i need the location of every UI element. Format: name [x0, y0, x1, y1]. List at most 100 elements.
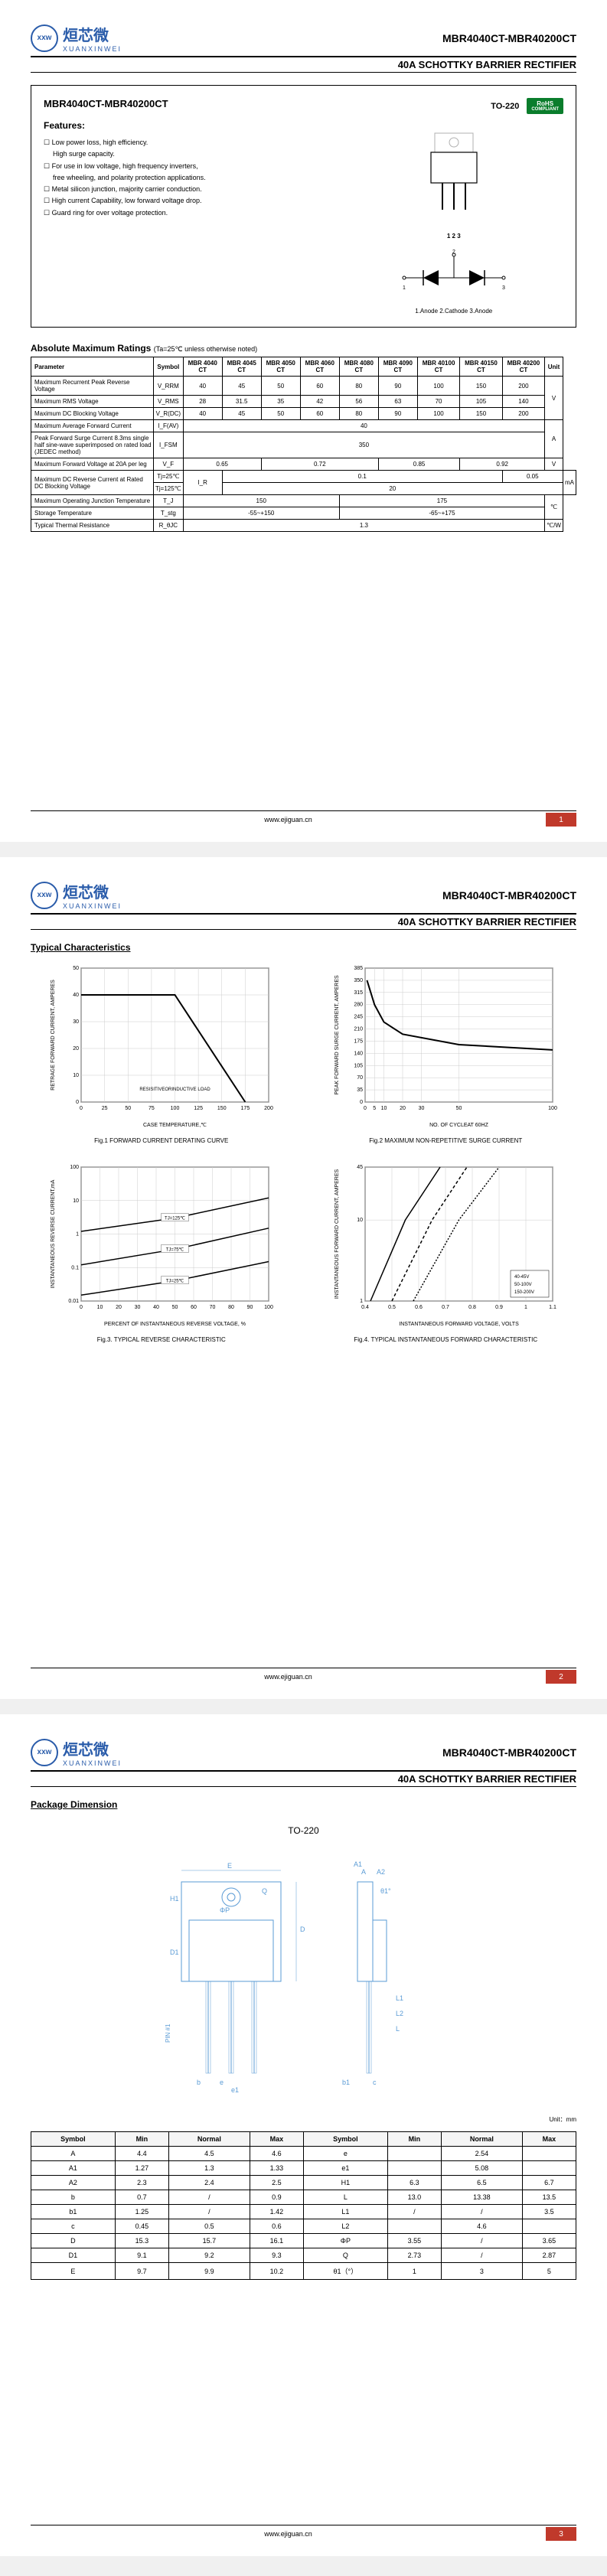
- svg-text:175: 175: [354, 1039, 364, 1044]
- chart-caption: Fig.2 MAXIMUM NON-REPETITIVE SURGE CURRE…: [315, 1137, 577, 1144]
- svg-text:20: 20: [400, 1106, 406, 1111]
- svg-text:70: 70: [209, 1305, 215, 1310]
- svg-text:75: 75: [148, 1106, 155, 1111]
- svg-text:0.8: 0.8: [468, 1305, 476, 1310]
- svg-text:0.4: 0.4: [361, 1305, 369, 1310]
- svg-text:H1: H1: [170, 1895, 179, 1903]
- svg-text:175: 175: [240, 1106, 250, 1111]
- svg-text:40-45V: 40-45V: [514, 1275, 529, 1280]
- svg-text:150-200V: 150-200V: [514, 1290, 534, 1295]
- info-box: MBR4040CT-MBR40200CT Features: Low power…: [31, 85, 576, 328]
- svg-text:b1: b1: [342, 2079, 350, 2086]
- svg-text:L1: L1: [396, 1994, 403, 2002]
- svg-text:b: b: [197, 2079, 201, 2086]
- svg-text:D: D: [300, 1925, 305, 1933]
- svg-text:L2: L2: [396, 2010, 403, 2017]
- doc-title: MBR4040CT-MBR40200CT: [442, 32, 576, 44]
- svg-text:70: 70: [357, 1075, 363, 1081]
- svg-text:PERCENT OF INSTANTANEOUS REVER: PERCENT OF INSTANTANEOUS REVERSE VOLTAGE…: [104, 1322, 246, 1327]
- svg-text:100: 100: [170, 1106, 179, 1111]
- svg-text:315: 315: [354, 990, 364, 996]
- dimensions-table: SymbolMinNormalMaxSymbolMinNormalMaxA4.4…: [31, 2131, 576, 2280]
- svg-text:D1: D1: [170, 1948, 179, 1956]
- svg-text:60: 60: [191, 1305, 197, 1310]
- svg-text:e: e: [220, 2079, 224, 2086]
- svg-text:INSTANTANEOUS FORWARD CURRENT,: INSTANTANEOUS FORWARD CURRENT, AMPERES: [335, 1169, 340, 1299]
- svg-text:PEAK FORWARD SURGE CURRENT, AM: PEAK FORWARD SURGE CURRENT, AMPERES: [335, 975, 340, 1095]
- svg-text:45: 45: [357, 1165, 363, 1170]
- svg-text:150: 150: [217, 1106, 227, 1111]
- logo-cn: 烜芯微: [63, 23, 122, 45]
- svg-text:0.5: 0.5: [388, 1305, 396, 1310]
- chart-caption: Fig.1 FORWARD CURRENT DERATING CURVE: [31, 1137, 292, 1144]
- part-number: MBR4040CT-MBR40200CT: [44, 98, 328, 109]
- chart-caption: Fig.4. TYPICAL INSTANTANEOUS FORWARD CHA…: [315, 1336, 577, 1343]
- svg-text:40: 40: [153, 1305, 159, 1310]
- svg-text:e1: e1: [231, 2086, 239, 2094]
- logo: xxw 烜芯微 XUANXINWEI: [31, 1737, 122, 1767]
- svg-text:100: 100: [548, 1106, 557, 1111]
- page-number: 1: [546, 813, 576, 827]
- svg-text:90: 90: [246, 1305, 253, 1310]
- svg-text:TJ=75℃: TJ=75℃: [165, 1247, 184, 1252]
- svg-text:50-100V: 50-100V: [514, 1283, 532, 1287]
- svg-text:1: 1: [76, 1232, 79, 1237]
- svg-text:210: 210: [354, 1027, 364, 1032]
- svg-text:0.7: 0.7: [442, 1305, 449, 1310]
- svg-text:ΦP: ΦP: [220, 1906, 230, 1914]
- logo-icon: xxw: [31, 24, 58, 52]
- svg-text:0.9: 0.9: [495, 1305, 503, 1310]
- svg-text:0: 0: [364, 1106, 367, 1111]
- logo-en: XUANXINWEI: [63, 45, 122, 53]
- svg-text:30: 30: [419, 1106, 425, 1111]
- svg-text:0.1: 0.1: [71, 1265, 79, 1270]
- footer: www.ejiguan.cn 2: [31, 1668, 576, 1684]
- svg-text:100: 100: [264, 1305, 273, 1310]
- svg-text:140: 140: [354, 1051, 364, 1056]
- svg-text:30: 30: [73, 1019, 79, 1025]
- page-number: 2: [546, 1670, 576, 1684]
- svg-text:350: 350: [354, 978, 364, 983]
- svg-text:1: 1: [360, 1299, 363, 1304]
- features-title: Features:: [44, 120, 328, 131]
- svg-text:385: 385: [354, 966, 364, 971]
- feature-item: Low power loss, high efficiency.: [44, 137, 328, 148]
- svg-text:Q: Q: [262, 1887, 267, 1895]
- svg-text:50: 50: [171, 1305, 178, 1310]
- svg-text:30: 30: [134, 1305, 140, 1310]
- page-2: xxw 烜芯微 XUANXINWEI MBR4040CT-MBR40200CT …: [0, 857, 607, 1699]
- svg-text:A2: A2: [377, 1868, 385, 1876]
- svg-text:A: A: [361, 1868, 366, 1876]
- feature-item: Guard ring for over voltage protection.: [44, 207, 328, 219]
- rohs-badge: RoHSCOMPLIANT: [527, 98, 563, 114]
- svg-text:RETRAGE FORWARD CURRENT, AMPER: RETRAGE FORWARD CURRENT, AMPERES: [51, 980, 56, 1091]
- diode-symbol: 1 2 3: [397, 247, 511, 293]
- ratings-table: ParameterSymbolMBR 4040 CTMBR 4045 CTMBR…: [31, 357, 576, 532]
- pin-labels: 1.Anode 2.Cathode 3.Anode: [344, 308, 563, 315]
- unit-label: Unit：mm: [31, 2115, 576, 2124]
- feature-item: Metal silicon junction, majority carrier…: [44, 184, 328, 195]
- svg-text:245: 245: [354, 1015, 364, 1020]
- svg-text:50: 50: [73, 966, 79, 971]
- svg-text:10: 10: [96, 1305, 103, 1310]
- footer-url: www.ejiguan.cn: [31, 816, 546, 823]
- svg-text:c: c: [373, 2079, 377, 2086]
- page-number: 3: [546, 2527, 576, 2541]
- svg-text:INSTANTANEOUS REVERSE CURRENT,: INSTANTANEOUS REVERSE CURRENT,mA: [51, 1179, 56, 1288]
- svg-text:50: 50: [125, 1106, 131, 1111]
- svg-text:50: 50: [456, 1106, 462, 1111]
- logo: xxw 烜芯微 XUANXINWEI: [31, 23, 122, 53]
- svg-text:CASE TEMPERATURE,℃: CASE TEMPERATURE,℃: [143, 1123, 207, 1128]
- svg-text:10: 10: [357, 1218, 363, 1223]
- chart-1: 025507510012515017520001020304050RESISIT…: [31, 960, 292, 1144]
- footer: www.ejiguan.cn 1: [31, 810, 576, 827]
- pin-nums: 1 2 3: [344, 233, 563, 240]
- logo-icon: xxw: [31, 882, 58, 909]
- header: xxw 烜芯微 XUANXINWEI MBR4040CT-MBR40200CT: [31, 880, 576, 915]
- pkg-type: TO-220: [31, 1825, 576, 1836]
- svg-text:TJ=125℃: TJ=125℃: [165, 1217, 185, 1221]
- svg-text:35: 35: [357, 1087, 363, 1093]
- package-drawing: [416, 129, 492, 221]
- page-1: xxw 烜芯微 XUANXINWEI MBR4040CT-MBR40200CT …: [0, 0, 607, 842]
- chart-2: 0510203050100035701051401752102452803153…: [315, 960, 577, 1144]
